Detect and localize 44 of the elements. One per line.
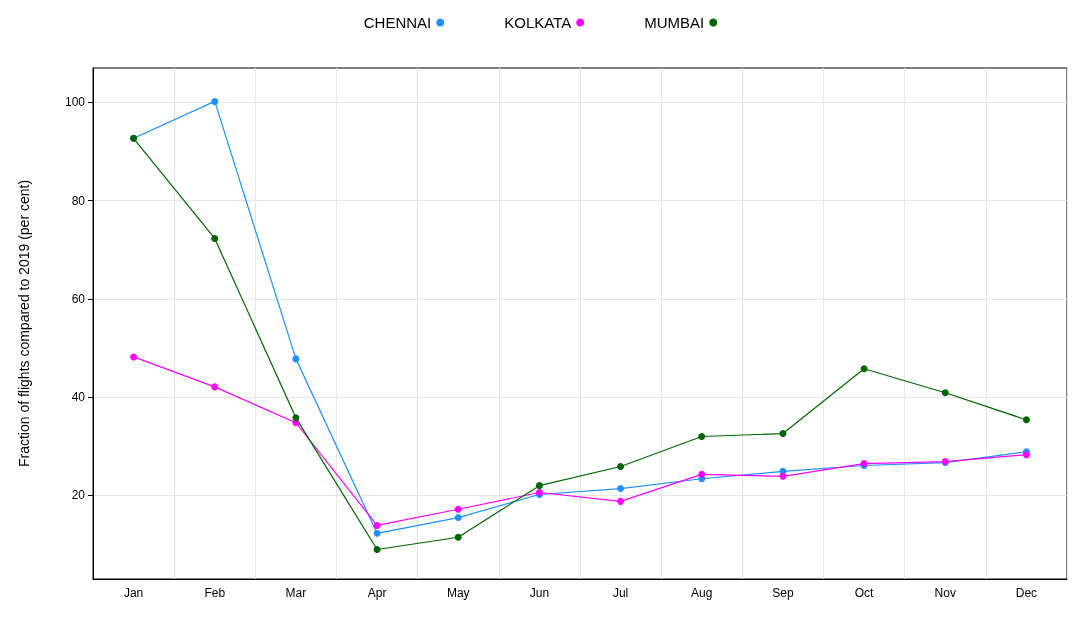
point — [211, 383, 219, 391]
point — [779, 430, 787, 438]
point — [373, 521, 381, 529]
point — [292, 414, 300, 422]
point — [617, 485, 625, 493]
legend-label: KOLKATA — [504, 14, 572, 31]
point — [698, 433, 706, 441]
y-tick-label: 20 — [71, 488, 86, 503]
point — [535, 482, 543, 490]
x-tick-label: Sep — [772, 586, 794, 600]
point — [454, 533, 462, 541]
x-tick-label: Mar — [285, 586, 307, 600]
x-tick-label: Aug — [691, 586, 713, 600]
x-tick-label: Dec — [1015, 586, 1038, 600]
point — [617, 497, 625, 505]
point — [617, 462, 625, 470]
x-tick-label: May — [446, 586, 470, 600]
point — [860, 365, 868, 373]
point — [698, 470, 706, 478]
legend-label: MUMBAI — [644, 14, 705, 31]
x-tick-label: Jan — [123, 586, 144, 600]
point — [454, 505, 462, 513]
point — [779, 472, 787, 480]
point — [373, 546, 381, 554]
x-tick-label: Apr — [367, 586, 387, 600]
point — [373, 529, 381, 537]
y-tick-label: 100 — [64, 95, 86, 110]
point — [292, 355, 300, 363]
legend-label: CHENNAI — [363, 14, 432, 31]
y-axis-title: Fraction of flights compared to 2019 (per cent) — [16, 179, 32, 468]
point — [211, 97, 219, 105]
x-tick-label: Oct — [854, 586, 875, 600]
point — [454, 514, 462, 522]
point — [130, 353, 138, 361]
point — [211, 235, 219, 242]
x-tick-label: Feb — [204, 586, 226, 600]
y-tick-label: 60 — [71, 291, 86, 306]
x-tick-label: Jun — [529, 586, 550, 600]
point — [941, 389, 949, 397]
y-tick-label: 40 — [71, 390, 86, 405]
x-tick-label: Nov — [934, 586, 956, 600]
x-tick-label: Jul — [612, 586, 629, 600]
y-tick-label: 80 — [71, 193, 86, 208]
point — [1022, 416, 1030, 424]
